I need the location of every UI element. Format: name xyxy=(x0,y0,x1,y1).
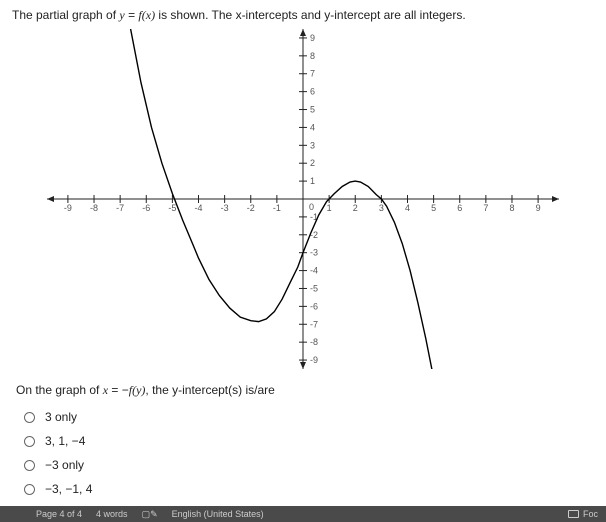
svg-text:7: 7 xyxy=(310,69,315,79)
option-4[interactable]: −3, −1, 4 xyxy=(24,482,594,496)
svg-text:3: 3 xyxy=(379,203,384,213)
svg-text:-6: -6 xyxy=(142,203,150,213)
svg-text:-3: -3 xyxy=(310,248,318,258)
prompt-text: The partial graph of y = f(x) is shown. … xyxy=(12,8,594,23)
svg-text:3: 3 xyxy=(310,140,315,150)
question-eq: = xyxy=(108,383,122,397)
focus-icon xyxy=(568,510,579,518)
content-panel: The partial graph of y = f(x) is shown. … xyxy=(0,0,606,496)
focus-mode[interactable]: Foc xyxy=(568,509,598,519)
svg-text:-6: -6 xyxy=(310,301,318,311)
svg-text:-8: -8 xyxy=(310,337,318,347)
svg-text:8: 8 xyxy=(310,51,315,61)
question-post: , the y-intercept(s) is/are xyxy=(145,383,274,397)
options-list: 3 only 3, 1, −4 −3 only −3, −1, 4 xyxy=(24,410,594,496)
svg-text:-2: -2 xyxy=(247,203,255,213)
radio-icon xyxy=(24,436,35,447)
svg-text:9: 9 xyxy=(536,203,541,213)
svg-text:-9: -9 xyxy=(64,203,72,213)
graph-svg: -9 -8 -7 -6 -5 -4 -3 -2 -1 1 2 3 4 5 6 7 8 9 -9 -8 -7 -6 -5 -4 -… xyxy=(47,29,559,369)
fn-fx: f(x) xyxy=(138,8,155,22)
option-label: 3, 1, −4 xyxy=(45,434,85,448)
fn-fy: f(y) xyxy=(129,383,146,397)
svg-text:0: 0 xyxy=(309,202,314,212)
question-neg: − xyxy=(122,383,129,397)
svg-text:-3: -3 xyxy=(221,203,229,213)
graph: -9 -8 -7 -6 -5 -4 -3 -2 -1 1 2 3 4 5 6 7 8 9 -9 -8 -7 -6 -5 -4 -… xyxy=(47,29,559,369)
svg-text:-5: -5 xyxy=(310,283,318,293)
svg-text:6: 6 xyxy=(457,203,462,213)
status-bar: Page 4 of 4 4 words ▢✎ English (United S… xyxy=(0,506,606,522)
svg-text:-4: -4 xyxy=(310,266,318,276)
svg-text:-9: -9 xyxy=(310,355,318,365)
svg-text:-7: -7 xyxy=(116,203,124,213)
svg-text:4: 4 xyxy=(405,203,410,213)
prompt-post: is shown. The x-intercepts and y-interce… xyxy=(155,8,466,22)
status-words[interactable]: 4 words xyxy=(96,509,128,519)
svg-text:4: 4 xyxy=(310,122,315,132)
focus-label: Foc xyxy=(583,509,598,519)
svg-text:5: 5 xyxy=(431,203,436,213)
svg-text:-8: -8 xyxy=(90,203,98,213)
svg-text:7: 7 xyxy=(483,203,488,213)
status-page[interactable]: Page 4 of 4 xyxy=(36,509,82,519)
svg-text:1: 1 xyxy=(327,203,332,213)
option-2[interactable]: 3, 1, −4 xyxy=(24,434,594,448)
svg-text:8: 8 xyxy=(509,203,514,213)
svg-text:9: 9 xyxy=(310,33,315,43)
svg-text:-1: -1 xyxy=(273,203,281,213)
svg-text:5: 5 xyxy=(310,105,315,115)
radio-icon xyxy=(24,460,35,471)
svg-text:-7: -7 xyxy=(310,319,318,329)
svg-text:6: 6 xyxy=(310,87,315,97)
question-pre: On the graph of xyxy=(16,383,103,397)
radio-icon xyxy=(24,484,35,495)
option-label: −3, −1, 4 xyxy=(45,482,92,496)
eq-sign: = xyxy=(125,8,139,22)
option-3[interactable]: −3 only xyxy=(24,458,594,472)
radio-icon xyxy=(24,412,35,423)
graph-area: -9 -8 -7 -6 -5 -4 -3 -2 -1 1 2 3 4 5 6 7 8 9 -9 -8 -7 -6 -5 -4 -… xyxy=(12,29,594,369)
svg-text:-4: -4 xyxy=(195,203,203,213)
svg-text:2: 2 xyxy=(310,158,315,168)
question-text: On the graph of x = −f(y), the y-interce… xyxy=(16,383,594,398)
svg-text:2: 2 xyxy=(353,203,358,213)
option-label: 3 only xyxy=(45,410,77,424)
svg-text:1: 1 xyxy=(310,176,315,186)
proofing-icon[interactable]: ▢✎ xyxy=(142,509,158,520)
option-label: −3 only xyxy=(45,458,84,472)
option-1[interactable]: 3 only xyxy=(24,410,594,424)
status-lang[interactable]: English (United States) xyxy=(172,509,264,519)
prompt-pre: The partial graph of xyxy=(12,8,119,22)
svg-text:-5: -5 xyxy=(168,203,176,213)
